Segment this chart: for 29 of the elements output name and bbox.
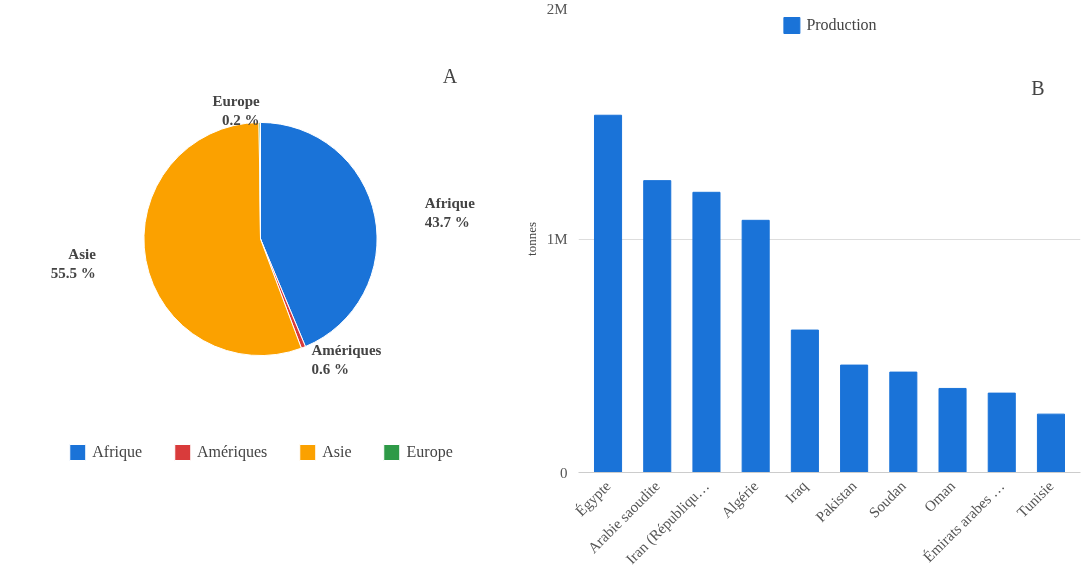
slice-label: Afrique bbox=[424, 195, 476, 211]
legend-label: Amériques bbox=[197, 443, 268, 461]
annotation: B bbox=[1031, 76, 1045, 99]
y-tick-label: 2M bbox=[546, 0, 568, 17]
legend-label: Afrique bbox=[92, 443, 143, 461]
text: A bbox=[442, 65, 458, 88]
x-tick-label: Iraq bbox=[782, 477, 811, 507]
bar bbox=[643, 180, 672, 473]
slice-label: Amériques bbox=[311, 342, 382, 359]
bar bbox=[1036, 413, 1065, 473]
data-label: 43.7 % bbox=[424, 214, 470, 231]
data-label: 55.5 % bbox=[50, 265, 96, 282]
legend-label: Europe bbox=[406, 443, 453, 461]
slice-label: Europe bbox=[212, 92, 260, 109]
y-tick-label: 0 bbox=[560, 464, 568, 481]
slice-label: Asie bbox=[68, 246, 97, 263]
bar bbox=[594, 114, 623, 473]
bar bbox=[741, 219, 770, 473]
y-axis-title: tonnes bbox=[523, 222, 539, 256]
bar bbox=[790, 329, 819, 473]
bar bbox=[987, 392, 1016, 473]
bar bbox=[840, 364, 869, 473]
y-tick-label: 1M bbox=[546, 231, 568, 247]
data-label: 0.6 % bbox=[311, 361, 349, 378]
legend-label: Asie bbox=[322, 443, 352, 461]
bar bbox=[692, 191, 721, 473]
bar bbox=[889, 371, 918, 473]
legend-label: Production bbox=[806, 16, 877, 34]
bar bbox=[938, 387, 967, 473]
